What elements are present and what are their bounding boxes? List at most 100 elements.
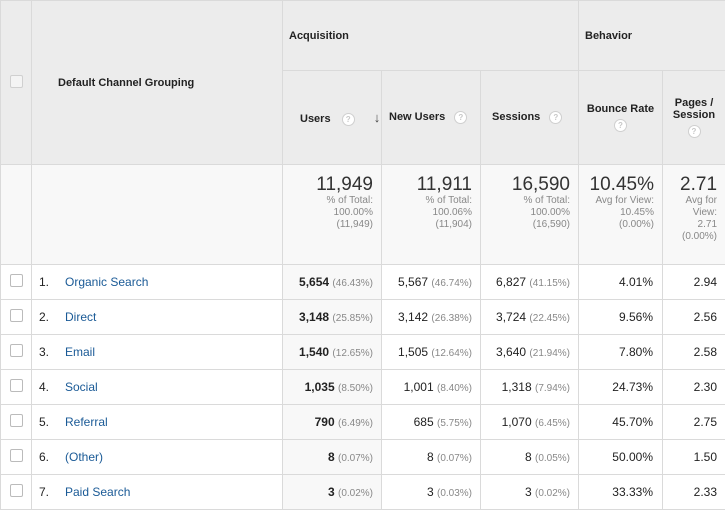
channel-cell: 4.Social	[32, 370, 283, 405]
users-cell: 1,540 (12.65%)	[283, 335, 382, 370]
row-checkbox-cell	[1, 475, 32, 510]
users-percent: (0.07%)	[338, 453, 373, 464]
users-cell: 1,035 (8.50%)	[283, 370, 382, 405]
sessions-cell: 3,640 (21.94%)	[481, 335, 579, 370]
row-index: 2.	[32, 310, 65, 324]
total-new-users-caption: % of Total:	[382, 195, 472, 207]
channel-cell: 5.Referral	[32, 405, 283, 440]
help-icon[interactable]: ?	[549, 111, 562, 124]
total-users-caption: % of Total:	[283, 195, 373, 207]
users-percent: (46.43%)	[332, 278, 373, 289]
pages-session-cell: 2.33	[663, 475, 725, 510]
bounce-rate-cell: 7.80%	[579, 335, 663, 370]
select-all-cell	[1, 1, 32, 165]
new-users-cell: 685 (5.75%)	[382, 405, 481, 440]
pages-session-column-header[interactable]: Pages / Session ?	[663, 71, 725, 165]
row-checkbox[interactable]	[10, 309, 23, 322]
users-cell: 3,148 (25.85%)	[283, 300, 382, 335]
sessions-cell: 3,724 (22.45%)	[481, 300, 579, 335]
new-users-column-header[interactable]: New Users ?	[382, 71, 481, 165]
behavior-label: Behavior	[585, 30, 632, 42]
row-checkbox[interactable]	[10, 449, 23, 462]
total-new-users-base: (11,904)	[382, 219, 472, 231]
users-value: 3	[328, 485, 335, 499]
total-sessions-percent: 100.00%	[481, 207, 570, 219]
total-users-value: 11,949	[283, 175, 373, 195]
pages-session-value: 2.30	[694, 380, 717, 394]
bounce-rate-value: 24.73%	[612, 380, 653, 394]
channel-link[interactable]: Paid Search	[65, 485, 130, 499]
sessions-cell: 8 (0.05%)	[481, 440, 579, 475]
new-users-percent: (0.07%)	[437, 453, 472, 464]
pages-session-value: 2.33	[694, 485, 717, 499]
bounce-rate-cell: 9.56%	[579, 300, 663, 335]
users-header-label: Users	[300, 113, 331, 125]
bounce-rate-value: 4.01%	[619, 275, 653, 289]
total-users-cell: 11,949 % of Total: 100.00% (11,949)	[283, 165, 382, 265]
row-checkbox[interactable]	[10, 414, 23, 427]
row-checkbox[interactable]	[10, 379, 23, 392]
channel-cell: 2.Direct	[32, 300, 283, 335]
row-checkbox-cell	[1, 440, 32, 475]
users-column-header[interactable]: Users ? ↓	[283, 71, 382, 165]
help-icon[interactable]: ?	[614, 119, 627, 132]
row-checkbox[interactable]	[10, 344, 23, 357]
channel-link[interactable]: Organic Search	[65, 275, 148, 289]
total-pages-session-value: 2.71	[663, 175, 717, 195]
users-value: 1,035	[305, 380, 335, 394]
table-row: 5.Referral 790 (6.49%) 685 (5.75%) 1,070…	[1, 405, 725, 440]
channel-link[interactable]: Social	[65, 380, 98, 394]
sessions-cell: 1,070 (6.45%)	[481, 405, 579, 440]
channel-link[interactable]: (Other)	[65, 450, 103, 464]
dimension-header-label: Default Channel Grouping	[58, 77, 194, 89]
row-checkbox[interactable]	[10, 484, 23, 497]
sessions-percent: (41.15%)	[529, 278, 570, 289]
total-sessions-base: (16,590)	[481, 219, 570, 231]
new-users-value: 685	[414, 415, 434, 429]
users-value: 3,148	[299, 310, 329, 324]
channel-link[interactable]: Direct	[65, 310, 96, 324]
total-new-users-cell: 11,911 % of Total: 100.06% (11,904)	[382, 165, 481, 265]
users-value: 8	[328, 450, 335, 464]
sessions-percent: (6.45%)	[535, 418, 570, 429]
new-users-cell: 1,001 (8.40%)	[382, 370, 481, 405]
new-users-percent: (8.40%)	[437, 383, 472, 394]
bounce-rate-cell: 4.01%	[579, 265, 663, 300]
new-users-value: 8	[427, 450, 434, 464]
behavior-group-header: Behavior	[579, 1, 725, 71]
help-icon[interactable]: ?	[688, 125, 701, 138]
table-row: 1.Organic Search 5,654 (46.43%) 5,567 (4…	[1, 265, 725, 300]
users-cell: 3 (0.02%)	[283, 475, 382, 510]
users-value: 790	[315, 415, 335, 429]
new-users-percent: (46.74%)	[431, 278, 472, 289]
bounce-rate-column-header[interactable]: Bounce Rate ?	[579, 71, 663, 165]
new-users-cell: 5,567 (46.74%)	[382, 265, 481, 300]
total-sessions-value: 16,590	[481, 175, 570, 195]
totals-row: 11,949 % of Total: 100.00% (11,949) 11,9…	[1, 165, 725, 265]
help-icon[interactable]: ?	[342, 113, 355, 126]
sessions-percent: (21.94%)	[529, 348, 570, 359]
total-bounce-rate-delta: (0.00%)	[579, 219, 654, 231]
sort-descending-icon[interactable]: ↓	[374, 110, 381, 125]
row-checkbox[interactable]	[10, 274, 23, 287]
channel-link[interactable]: Email	[65, 345, 95, 359]
channel-link[interactable]: Referral	[65, 415, 108, 429]
pages-session-cell: 2.30	[663, 370, 725, 405]
select-all-checkbox[interactable]	[10, 75, 23, 88]
pages-session-header-label-line2: Session	[663, 109, 725, 121]
sessions-value: 1,070	[502, 415, 532, 429]
row-checkbox-cell	[1, 335, 32, 370]
bounce-rate-value: 7.80%	[619, 345, 653, 359]
new-users-percent: (12.64%)	[431, 348, 472, 359]
total-pages-session-caption-2: View:	[663, 207, 717, 219]
bounce-rate-value: 50.00%	[612, 450, 653, 464]
bounce-rate-cell: 24.73%	[579, 370, 663, 405]
new-users-percent: (5.75%)	[437, 418, 472, 429]
sessions-cell: 1,318 (7.94%)	[481, 370, 579, 405]
help-icon[interactable]: ?	[454, 111, 467, 124]
sessions-value: 6,827	[496, 275, 526, 289]
sessions-column-header[interactable]: Sessions ?	[481, 71, 579, 165]
table-row: 2.Direct 3,148 (25.85%) 3,142 (26.38%) 3…	[1, 300, 725, 335]
new-users-value: 5,567	[398, 275, 428, 289]
total-users-base: (11,949)	[283, 219, 373, 231]
